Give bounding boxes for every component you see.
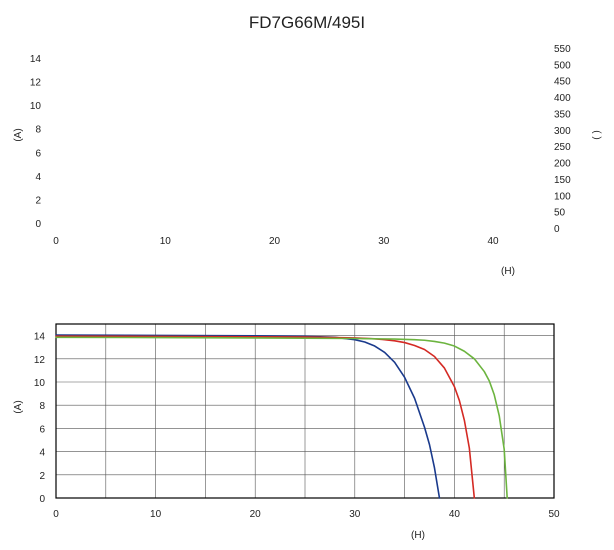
chart1-x-tick-label: 40 (487, 236, 499, 247)
chart1-y2-tick-label: 0 (554, 224, 560, 235)
chart1-y-tick-label: 4 (35, 172, 41, 183)
chart1-y2-tick-label: 350 (554, 109, 571, 120)
chart1-y-tick-label: 0 (35, 219, 41, 230)
chart1-y-tick-label: 6 (35, 148, 41, 159)
chart1-y2-tick-label: 250 (554, 142, 571, 153)
chart1-x-tick-label: 10 (160, 236, 172, 247)
chart2-series-line-3 (55, 336, 508, 499)
chart2-y-tick-label: 8 (39, 401, 45, 412)
chart2-x-tick-label: 40 (449, 509, 461, 520)
chart1-y-tick-label: 14 (30, 54, 42, 65)
chart1-y2-tick-label: 50 (554, 208, 566, 219)
chart1-y2-tick-label: 500 (554, 60, 571, 71)
chart1-y2-tick-label: 400 (554, 93, 571, 104)
chart1-x-axis-label: (H) (501, 266, 515, 277)
chart2-x-axis-label: (H) (411, 530, 425, 541)
chart2-x-tick-label: 30 (349, 509, 361, 520)
chart1-y2-tick-label: 100 (554, 191, 571, 202)
chart1-y2-tick-label: 450 (554, 77, 571, 88)
chart2-y-tick-label: 10 (34, 378, 46, 389)
chart2-y-tick-label: 0 (39, 494, 45, 505)
chart1-title: FD7G66M/495I (249, 13, 365, 32)
chart1-y2-tick-label: 150 (554, 175, 571, 186)
chart2-x-tick-label: 50 (548, 509, 560, 520)
chart1-y2-tick-label: 550 (554, 44, 571, 55)
chart2-y-tick-label: 12 (34, 355, 46, 366)
chart1-y2-axis-label: ( ) (591, 130, 602, 139)
chart2-y-tick-label: 6 (39, 424, 45, 435)
chart1-y-tick-label: 2 (35, 195, 41, 206)
chart2-y-axis-label: (A) (13, 400, 24, 413)
chart1-y-tick-label: 12 (30, 78, 42, 89)
chart2-x-tick-label: 20 (250, 509, 262, 520)
chart1-y-tick-label: 8 (35, 125, 41, 136)
chart1-y2-tick-label: 300 (554, 126, 571, 137)
chart1-x-tick-label: 20 (269, 236, 281, 247)
chart2-y-tick-label: 4 (39, 448, 45, 459)
chart1-y-tick-label: 10 (30, 101, 42, 112)
chart1-x-tick-label: 30 (378, 236, 390, 247)
chart2-y-tick-label: 14 (34, 332, 46, 343)
chart2-plot-frame (55, 323, 555, 499)
chart1-y2-tick-label: 200 (554, 159, 571, 170)
chart2-series-line-2 (55, 335, 476, 499)
chart1-x-tick-label: 0 (53, 236, 59, 247)
chart2-y-tick-label: 2 (39, 471, 45, 482)
chart1-y-axis-label: (A) (13, 128, 24, 141)
chart2-series-line-1 (55, 334, 441, 499)
chart2-x-tick-label: 10 (150, 509, 162, 520)
chart2-x-tick-label: 0 (53, 509, 59, 520)
